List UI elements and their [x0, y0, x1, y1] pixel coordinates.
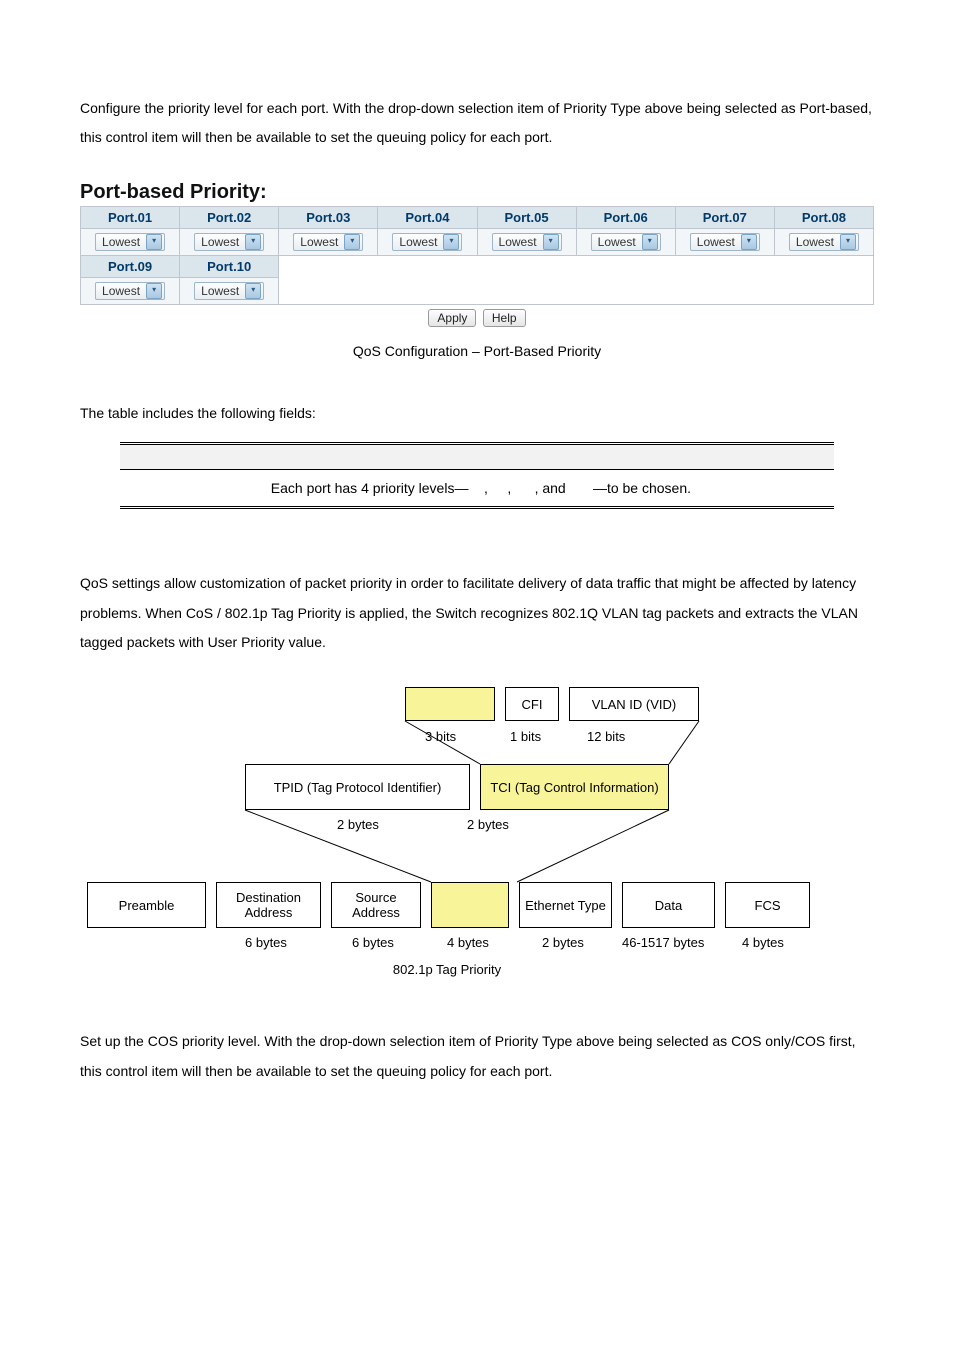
priority-select[interactable]: Lowest ▾: [392, 233, 462, 251]
priority-select[interactable]: Lowest ▾: [690, 233, 760, 251]
table-row: Port.09 Port.10: [81, 255, 874, 277]
priority-select[interactable]: Lowest ▾: [591, 233, 661, 251]
ethertype-box: Ethernet Type: [519, 882, 612, 928]
port-based-priority-table: Port.01 Port.02 Port.03 Port.04 Port.05 …: [80, 206, 874, 305]
figure-caption: QoS Configuration – Port-Based Priority: [80, 343, 874, 359]
chevron-down-icon: ▾: [146, 234, 162, 250]
cos-paragraph: QoS settings allow customization of pack…: [80, 569, 874, 657]
port-header: Port.10: [180, 255, 279, 277]
chevron-down-icon: ▾: [741, 234, 757, 250]
fields-header-label: [120, 444, 263, 470]
select-value: Lowest: [201, 282, 239, 300]
port-header: Port.04: [378, 206, 477, 228]
bytes-label: 2 bytes: [467, 817, 509, 832]
chevron-down-icon: ▾: [642, 234, 658, 250]
port-header: Port.01: [81, 206, 180, 228]
chevron-down-icon: ▾: [543, 234, 559, 250]
bytes-label: 4 bytes: [742, 935, 784, 950]
chevron-down-icon: ▾: [245, 234, 261, 250]
table-row: [120, 444, 834, 470]
cos-setup-paragraph: Set up the COS priority level. With the …: [80, 1027, 874, 1086]
fields-table: Each port has 4 priority levels— , , , a…: [120, 442, 834, 509]
chevron-down-icon: ▾: [245, 283, 261, 299]
apply-button[interactable]: Apply: [428, 309, 476, 327]
select-value: Lowest: [300, 233, 338, 251]
intro-paragraph: Configure the priority level for each po…: [80, 94, 874, 153]
select-value: Lowest: [499, 233, 537, 251]
table-row: Each port has 4 priority levels— , , , a…: [120, 470, 834, 508]
tag-box: [431, 882, 509, 928]
da-box: Destination Address: [216, 882, 321, 928]
chevron-down-icon: ▾: [840, 234, 856, 250]
sa-box: Source Address: [331, 882, 421, 928]
select-value: Lowest: [697, 233, 735, 251]
data-box: Data: [622, 882, 715, 928]
table-row: Lowest ▾ Lowest ▾: [81, 277, 874, 304]
bytes-label: 2 bytes: [337, 817, 379, 832]
field-label: [120, 470, 263, 508]
field-description: Each port has 4 priority levels— , , , a…: [263, 470, 834, 508]
priority-select[interactable]: Lowest ▾: [95, 233, 165, 251]
bytes-label: 4 bytes: [447, 935, 489, 950]
priority-select[interactable]: Lowest ▾: [194, 233, 264, 251]
chevron-down-icon: ▾: [344, 234, 360, 250]
tag-priority-diagram: CFI VLAN ID (VID) 3 bits 1 bits 12 bits …: [27, 687, 867, 997]
fcs-box: FCS: [725, 882, 810, 928]
port-header: Port.02: [180, 206, 279, 228]
chevron-down-icon: ▾: [146, 283, 162, 299]
priority-select[interactable]: Lowest ▾: [194, 282, 264, 300]
port-header: Port.06: [576, 206, 675, 228]
bytes-label: 46-1517 bytes: [622, 935, 704, 950]
bytes-label: 2 bytes: [542, 935, 584, 950]
port-based-priority-title: Port-based Priority:: [80, 181, 874, 204]
bytes-label: 6 bytes: [352, 935, 394, 950]
priority-select[interactable]: Lowest ▾: [789, 233, 859, 251]
select-value: Lowest: [796, 233, 834, 251]
tci-box: TCI (Tag Control Information): [480, 764, 669, 810]
bytes-label: 6 bytes: [245, 935, 287, 950]
port-header: Port.03: [279, 206, 378, 228]
port-header: Port.08: [774, 206, 873, 228]
diagram-caption: 802.1p Tag Priority: [27, 962, 867, 977]
select-value: Lowest: [598, 233, 636, 251]
priority-select[interactable]: Lowest ▾: [293, 233, 363, 251]
select-value: Lowest: [201, 233, 239, 251]
help-button[interactable]: Help: [483, 309, 526, 327]
table-row: Lowest▾ Lowest▾ Lowest▾ Lowest▾ Lowest▾ …: [81, 228, 874, 255]
fields-header-desc: [263, 444, 834, 470]
select-value: Lowest: [102, 282, 140, 300]
port-header: Port.09: [81, 255, 180, 277]
select-value: Lowest: [399, 233, 437, 251]
port-header: Port.05: [477, 206, 576, 228]
priority-select[interactable]: Lowest ▾: [95, 282, 165, 300]
preamble-box: Preamble: [87, 882, 206, 928]
table-row: Port.01 Port.02 Port.03 Port.04 Port.05 …: [81, 206, 874, 228]
fields-intro: The table includes the following fields:: [80, 399, 874, 428]
port-header: Port.07: [675, 206, 774, 228]
chevron-down-icon: ▾: [443, 234, 459, 250]
tpid-box: TPID (Tag Protocol Identifier): [245, 764, 470, 810]
select-value: Lowest: [102, 233, 140, 251]
priority-select[interactable]: Lowest ▾: [492, 233, 562, 251]
